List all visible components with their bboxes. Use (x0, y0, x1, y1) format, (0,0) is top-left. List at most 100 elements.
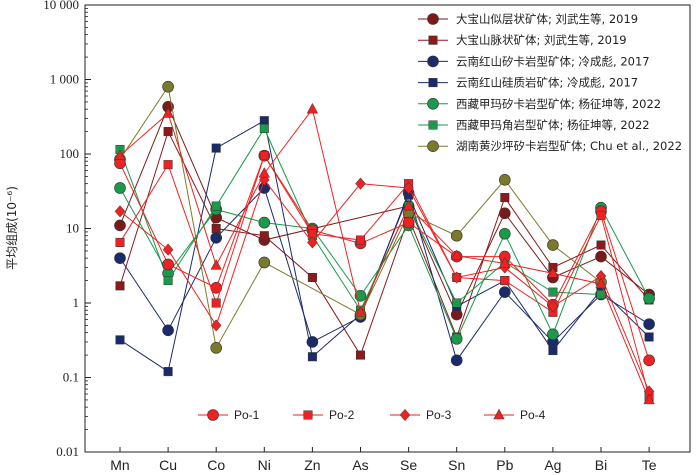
data-point-po3 (403, 181, 414, 195)
data-point-ref4 (644, 332, 654, 342)
data-point-po4 (402, 199, 415, 211)
data-point-ref1 (595, 250, 607, 263)
data-point-po2 (115, 237, 125, 247)
legend-marker (427, 140, 439, 152)
legend-label: 云南红山硅质岩矿体; 冷成彪, 2017 (456, 76, 638, 90)
data-point-ref4 (259, 116, 269, 126)
data-point-ref7 (210, 342, 222, 354)
x-tick-label: Sn (448, 457, 465, 473)
data-point-ref2 (163, 127, 173, 137)
data-point-ref5 (643, 292, 655, 305)
data-point-po3 (451, 271, 463, 284)
legend-entry: Po-3 (390, 408, 452, 422)
data-point-po4 (114, 149, 126, 160)
legend-entry: 西藏甲玛矽卡岩型矿体; 杨征坤等, 2022 (418, 97, 661, 111)
legend-entry: Po-1 (198, 408, 260, 422)
legend-entry: Po-2 (293, 408, 355, 422)
data-point-ref5 (114, 182, 126, 194)
y-tick-label: 100 (60, 146, 80, 161)
data-point-po4 (258, 167, 270, 178)
x-tick-label: As (352, 457, 368, 473)
legend-marker (303, 410, 313, 420)
legend-label: Po-3 (426, 408, 452, 422)
legend-label: Po-4 (520, 408, 546, 422)
legend-label: 云南红山矽卡岩型矿体; 冷成彪, 2017 (456, 54, 650, 68)
data-point-ref7 (162, 80, 174, 93)
data-point-po4 (306, 102, 319, 114)
x-axis: Mn Cu Co Ni Zn As Se Sn Pb Ag Bi Te (110, 447, 657, 473)
data-point-ref4 (307, 352, 317, 362)
data-point-ref3 (450, 354, 463, 367)
data-point-ref4 (163, 367, 173, 377)
legend-entry: Po-4 (484, 408, 546, 422)
legend-marker (207, 409, 219, 421)
data-point-po2 (163, 160, 173, 170)
data-point-ref4 (115, 335, 125, 345)
data-point-po2 (356, 235, 365, 245)
data-point-ref5 (450, 333, 463, 345)
x-tick-label: Bi (595, 457, 607, 473)
legend-marker (427, 55, 439, 68)
x-tick-label: Pb (496, 457, 513, 473)
data-point-po1 (162, 258, 174, 271)
series-line-po4 (119, 107, 650, 401)
series-layer (114, 80, 655, 405)
legend-marker (428, 78, 438, 88)
y-tick-label: 0.1 (63, 370, 79, 385)
y-tick-label: 1 000 (50, 72, 79, 87)
data-point-po1 (402, 216, 415, 229)
data-point-po3 (547, 300, 559, 313)
series-line-po3 (119, 178, 650, 392)
data-point-ref6 (211, 201, 221, 211)
data-point-po2 (596, 210, 606, 220)
data-point-ref2 (211, 224, 221, 233)
data-point-ref7 (450, 229, 463, 242)
data-point-ref6 (259, 123, 269, 133)
data-point-po1 (643, 354, 655, 367)
series-line-po1 (119, 154, 650, 361)
legend-label: Po-2 (329, 408, 355, 422)
x-tick-label: Zn (304, 457, 320, 473)
series-line-ref5 (119, 187, 650, 341)
data-point-ref4 (211, 143, 221, 153)
data-point-po4 (162, 107, 174, 118)
data-point-ref5 (258, 216, 271, 229)
data-point-po4 (451, 249, 463, 261)
legend-label: 大宝山脉状矿体; 刘武生等, 2019 (456, 33, 627, 47)
y-tick-label: 0.01 (56, 444, 79, 459)
legend-label: 西藏甲玛矽卡岩型矿体; 杨征坤等, 2022 (456, 97, 661, 111)
data-point-ref3 (114, 252, 126, 264)
data-point-po4 (499, 257, 511, 268)
data-point-po4 (354, 306, 367, 317)
legend-marker (493, 408, 505, 420)
data-point-po2 (500, 276, 510, 286)
legend-label: 大宝山似层状矿体; 刘武生等, 2019 (456, 12, 638, 26)
data-point-po3 (210, 319, 222, 332)
data-point-ref1 (114, 219, 126, 232)
data-point-ref5 (547, 328, 559, 341)
x-tick-label: Ag (544, 457, 561, 473)
data-point-po2 (259, 151, 269, 161)
data-point-ref6 (548, 287, 558, 297)
data-point-ref3 (498, 286, 511, 298)
series-line-po2 (119, 154, 650, 397)
data-point-ref7 (258, 256, 271, 269)
legend-marker (399, 408, 411, 422)
y-axis: 0.01 0.1 1 10 100 1 000 10 000 (43, 0, 91, 459)
legend-marker (428, 35, 438, 45)
data-point-ref2 (500, 193, 510, 203)
series-ref1 (114, 101, 655, 321)
data-point-po2 (211, 298, 221, 308)
x-tick-label: Se (400, 457, 417, 473)
data-point-ref5 (498, 227, 511, 240)
data-point-ref2 (356, 350, 365, 360)
y-tick-label: 10 000 (43, 0, 79, 12)
legend-entry: 西藏甲玛角岩型矿体; 杨征坤等, 2022 (418, 118, 650, 132)
legend-marker (427, 98, 439, 110)
legend-marker (428, 120, 438, 130)
data-point-ref3 (162, 324, 174, 337)
x-tick-label: Mn (110, 457, 129, 473)
series-po3 (114, 173, 655, 398)
data-point-ref6 (163, 276, 173, 286)
